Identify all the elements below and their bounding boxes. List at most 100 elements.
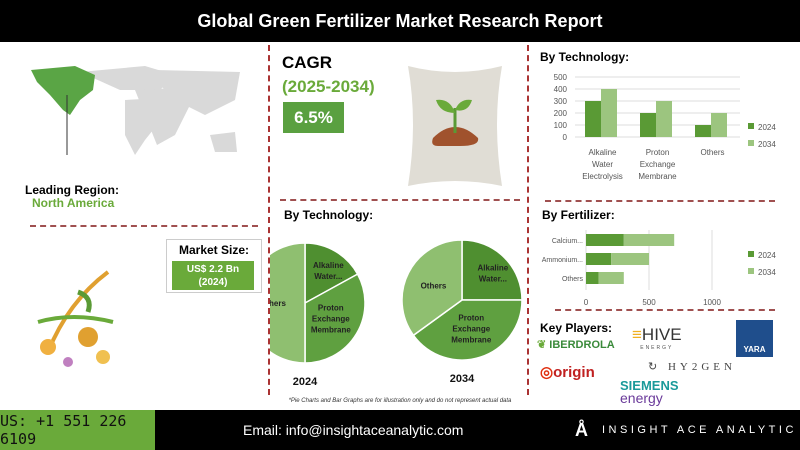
bar-2034: [656, 101, 672, 137]
bar-2024: [695, 125, 711, 137]
legend-swatch: [748, 123, 754, 129]
y-tick-label: Calcium...: [552, 238, 583, 245]
x-tick-label: Electrolysis: [582, 172, 622, 181]
x-tick-label: Proton: [646, 148, 670, 157]
logo-hy2gen: ↻ HY2GEN: [648, 361, 736, 373]
pie-label: Proton: [318, 303, 344, 312]
technology-pie-charts: Alkaline Water... Proton Exchange Membrane Ot…: [270, 239, 523, 388]
cagr-value: 6.5%: [283, 102, 344, 133]
x-tick-label: 1000: [703, 298, 721, 307]
pie-slice: [461, 239, 523, 301]
pie-label: Others: [270, 299, 286, 308]
bar-2024: [586, 234, 624, 246]
pie-label: Water...: [314, 272, 342, 281]
legend-label: 2024: [758, 123, 776, 132]
divider: [280, 199, 520, 201]
x-tick-label: 0: [584, 298, 589, 307]
logo-hive-energy: ≡HIVE ENERGY: [632, 325, 682, 351]
legend-swatch: [748, 140, 754, 146]
pie-label: Proton: [458, 314, 484, 323]
pie-slice: [270, 242, 306, 364]
leading-region-label: Leading Region:: [25, 183, 119, 197]
legend-label: 2024: [758, 251, 776, 260]
hive-text: HIVE: [641, 325, 682, 344]
y-tick-label: 300: [554, 97, 568, 106]
footer-email[interactable]: Email: info@insightaceanalytic.com: [243, 422, 464, 438]
x-tick-label: Others: [700, 148, 724, 157]
footer-bar: Email: info@insightaceanalytic.com Å INS…: [155, 410, 800, 450]
bar-2034: [711, 113, 727, 137]
asia: [155, 70, 240, 115]
australia: [210, 132, 237, 152]
africa: [135, 88, 190, 145]
energy-text: energy: [620, 390, 663, 406]
bar-2034: [623, 234, 675, 246]
y-tick-label: 400: [554, 85, 568, 94]
pie-section-title: By Technology:: [284, 208, 374, 222]
market-size-year: (2024): [198, 277, 228, 288]
fertilizer-bag-icon: [408, 66, 502, 186]
x-tick-label: Membrane: [638, 172, 677, 181]
disclaimer: *Pie Charts and Bar Graphs are for illus…: [288, 398, 512, 404]
x-tick-label: 500: [642, 298, 656, 307]
bar-2034: [611, 253, 649, 265]
hive-energy-text: ENERGY: [640, 345, 674, 351]
footer-phone: US: +1 551 226 6109: [0, 410, 155, 450]
pie-label: Alkaline: [478, 264, 509, 273]
report-title: Global Green Fertilizer Market Research …: [0, 0, 800, 42]
pie-slice: [304, 242, 359, 305]
key-players-label: Key Players:: [540, 321, 613, 335]
divider: [555, 309, 775, 311]
logo-siemens-energy: SIEMENS energy: [620, 378, 679, 406]
legend-swatch: [748, 268, 754, 274]
bar-2024: [586, 272, 599, 284]
divider: [268, 45, 270, 395]
technology-bar-chart: 0 100 200 300 400 500 Alkaline Water Electrolysi…: [554, 73, 777, 181]
pie-label: Exchange: [452, 325, 490, 334]
pie-label: Water...: [479, 275, 507, 284]
market-size-box: US$ 2.2 Bn (2024): [172, 261, 254, 290]
pie-slice: [401, 239, 463, 337]
pie-year-label: 2034: [450, 373, 475, 385]
pie-label: Others: [421, 281, 447, 290]
iberdrola-text: IBERDROLA: [549, 339, 615, 351]
y-tick-label: 500: [554, 73, 568, 82]
leading-region-value: North America: [32, 196, 115, 210]
market-size-panel: [166, 239, 262, 293]
logo-origin: ◎origin: [540, 364, 595, 381]
divider: [545, 200, 775, 202]
footer-brand: INSIGHT ACE ANALYTIC: [602, 424, 797, 436]
world-map: [31, 66, 240, 155]
x-tick-label: Alkaline: [588, 148, 617, 157]
cagr-period: (2025-2034): [282, 77, 375, 96]
bar-2034: [598, 272, 624, 284]
y-tick-label: 100: [554, 121, 568, 130]
y-tick-label: 0: [563, 133, 568, 142]
bar-2024: [640, 113, 656, 137]
siemens-text: SIEMENS: [620, 378, 679, 393]
x-tick-label: Exchange: [640, 160, 676, 169]
pie-label: Alkaline: [313, 261, 344, 270]
pie-label: Membrane: [311, 325, 352, 334]
north-america-highlight: [31, 66, 95, 115]
cagr-label: CAGR: [282, 53, 333, 72]
legend-label: 2034: [758, 268, 776, 277]
x-tick-label: Water: [592, 160, 613, 169]
logo-yara: YARA: [736, 320, 773, 357]
y-tick-label: 200: [554, 109, 568, 118]
bar-2034: [601, 89, 617, 137]
fertilizer-chart-title: By Fertilizer:: [542, 208, 615, 222]
origin-text: origin: [553, 364, 595, 381]
legend-label: 2034: [758, 140, 776, 149]
divider: [30, 225, 258, 227]
legend-swatch: [748, 251, 754, 257]
fertilizer-bar-chart: 0 500 1000 Calcium... Ammonium... Others 2024 2…: [542, 230, 776, 307]
bar-2024: [585, 101, 601, 137]
logo-iberdrola: ❦ IBERDROLA: [537, 339, 615, 351]
market-size-label: Market Size:: [178, 243, 250, 257]
brand-logo-icon: Å: [575, 420, 588, 440]
market-size-value: US$ 2.2 Bn: [186, 264, 240, 275]
hy2gen-text: HY2GEN: [667, 361, 736, 373]
plants-illustration: [37, 270, 114, 367]
pie-slice: [304, 273, 366, 364]
